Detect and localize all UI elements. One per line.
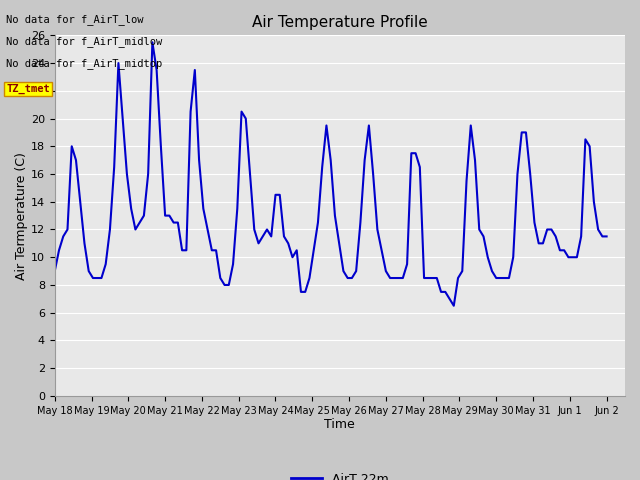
Text: No data for f_AirT_midlow: No data for f_AirT_midlow: [6, 36, 163, 47]
X-axis label: Time: Time: [324, 419, 355, 432]
Text: TZ_tmet: TZ_tmet: [6, 84, 50, 94]
Text: No data for f_AirT_midtop: No data for f_AirT_midtop: [6, 58, 163, 69]
Title: Air Temperature Profile: Air Temperature Profile: [252, 15, 428, 30]
Text: No data for f_AirT_low: No data for f_AirT_low: [6, 14, 144, 25]
Legend: AirT 22m: AirT 22m: [286, 468, 394, 480]
Y-axis label: Air Termperature (C): Air Termperature (C): [15, 152, 28, 279]
